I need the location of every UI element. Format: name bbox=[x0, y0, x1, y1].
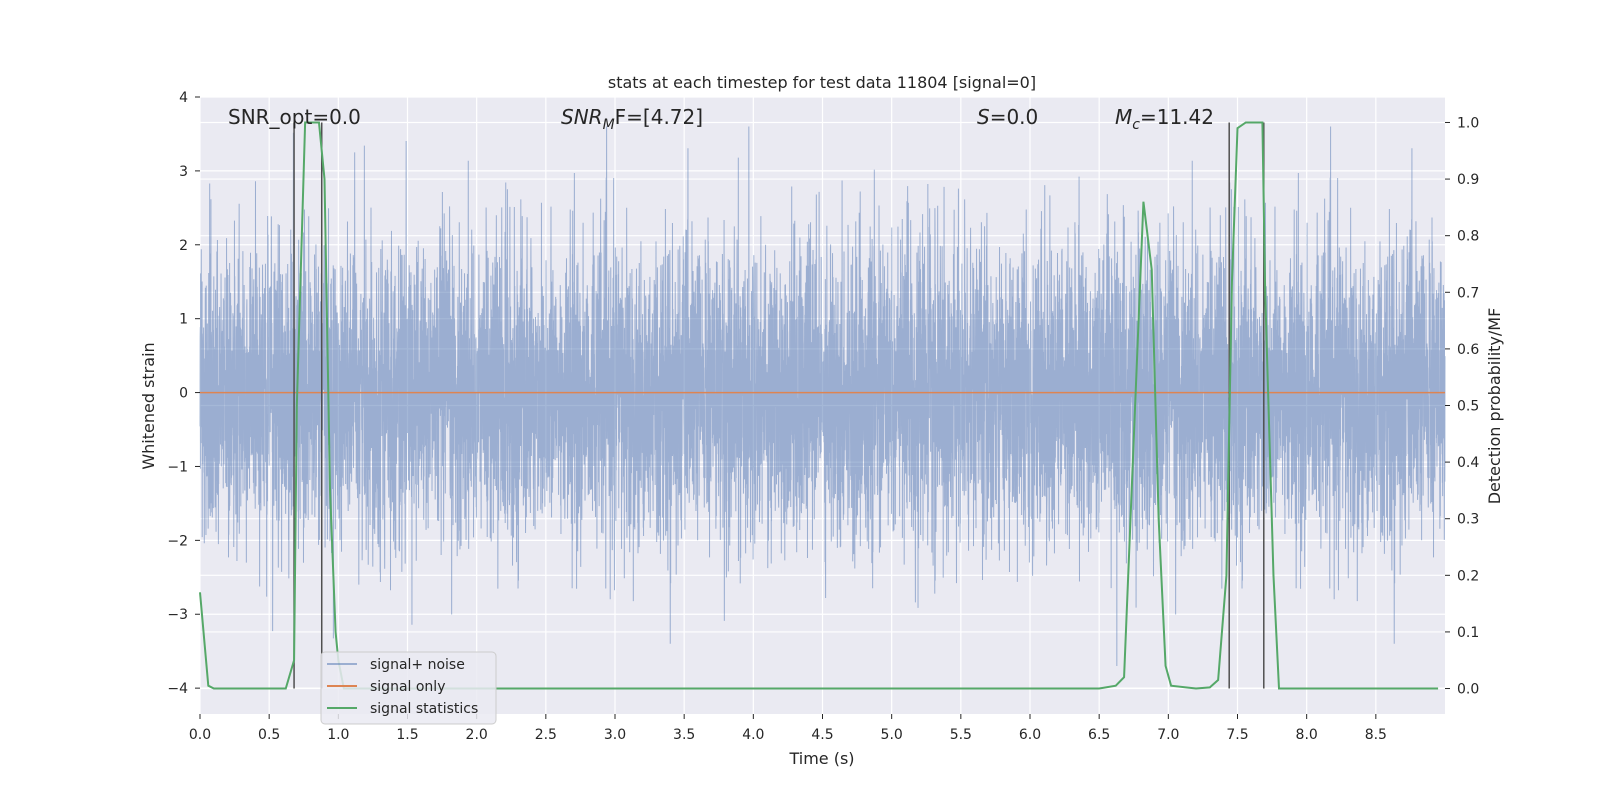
x-tick-label: 4.5 bbox=[811, 727, 833, 743]
x-tick-label: 8.0 bbox=[1296, 727, 1318, 743]
y-left-tick-label: 2 bbox=[179, 238, 188, 254]
x-tick-label: 0.0 bbox=[189, 727, 211, 743]
x-tick-label: 7.0 bbox=[1157, 727, 1179, 743]
x-tick-label: 3.5 bbox=[673, 727, 695, 743]
legend: signal+ noise signal only signal statistic… bbox=[320, 651, 497, 725]
legend-label: signal statistics bbox=[370, 701, 478, 717]
axes: 0.0 0.5 1.0 1.5 2.0 2.5 3.0 3.5 4.0 4.5 5.0 5.5 6.0 6… bbox=[167, 90, 1479, 743]
y-right-tick-label: 0.9 bbox=[1457, 172, 1479, 188]
x-tick-label: 6.0 bbox=[1019, 727, 1041, 743]
y-right-tick-label: 0.4 bbox=[1457, 455, 1479, 471]
x-axis-label: Time (s) bbox=[788, 749, 854, 768]
y-right-tick-label: 0.8 bbox=[1457, 229, 1479, 245]
x-tick-label: 7.5 bbox=[1226, 727, 1248, 743]
y-left-tick-label: −2 bbox=[167, 533, 188, 549]
y-left-tick-label: 4 bbox=[179, 90, 188, 106]
y-right-tick-label: 0.5 bbox=[1457, 399, 1479, 415]
annotations: SNR_opt=0.0 SNRMF=[4.72] S=0.0 Mc=11.42 bbox=[228, 105, 1214, 133]
y-left-tick-label: 0 bbox=[179, 386, 188, 402]
x-tick-label: 1.5 bbox=[396, 727, 418, 743]
y-axis-label-left: Whitened strain bbox=[139, 342, 158, 469]
x-tick-label: 1.0 bbox=[327, 727, 349, 743]
annotation-3: S=0.0 bbox=[977, 105, 1038, 129]
x-tick-label: 4.0 bbox=[742, 727, 764, 743]
y-right-tick-label: 0.6 bbox=[1457, 342, 1479, 358]
y-right-tick-label: 0.2 bbox=[1457, 568, 1479, 584]
x-tick-label: 6.5 bbox=[1088, 727, 1110, 743]
y-left-tick-label: 3 bbox=[179, 164, 188, 180]
y-left-tick-label: −1 bbox=[167, 459, 188, 475]
y-right-tick-label: 0.1 bbox=[1457, 625, 1479, 641]
y-left-tick-label: −3 bbox=[167, 607, 188, 623]
y-right-tick-label: 0.0 bbox=[1457, 682, 1479, 698]
series-signal-noise bbox=[199, 126, 1446, 666]
annotation-4: Mc=11.42 bbox=[1115, 105, 1214, 133]
plot-area bbox=[199, 121, 1446, 690]
y-left-tick-label: −4 bbox=[167, 681, 188, 697]
legend-label: signal only bbox=[370, 679, 445, 695]
x-tick-label: 2.5 bbox=[535, 727, 557, 743]
x-tick-label: 2.0 bbox=[466, 727, 488, 743]
y-right-tick-label: 0.7 bbox=[1457, 285, 1479, 301]
y-right-tick-label: 1.0 bbox=[1457, 115, 1479, 131]
x-tick-label: 5.0 bbox=[881, 727, 903, 743]
annotation-2: SNRMF=[4.72] bbox=[561, 105, 703, 133]
y-right-tick-label: 0.3 bbox=[1457, 512, 1479, 528]
annotation-1: SNR_opt=0.0 bbox=[228, 105, 361, 129]
x-tick-label: 5.5 bbox=[950, 727, 972, 743]
legend-label: signal+ noise bbox=[370, 657, 465, 673]
y-axis-label-right: Detection probability/MF bbox=[1485, 308, 1504, 505]
x-tick-label: 3.0 bbox=[604, 727, 626, 743]
series-signal-statistics bbox=[199, 121, 1439, 690]
chart-title: stats at each timestep for test data 118… bbox=[608, 73, 1036, 92]
y-left-tick-label: 1 bbox=[179, 312, 188, 328]
x-tick-label: 0.5 bbox=[258, 727, 280, 743]
legend-box bbox=[320, 651, 497, 725]
x-tick-label: 8.5 bbox=[1365, 727, 1387, 743]
